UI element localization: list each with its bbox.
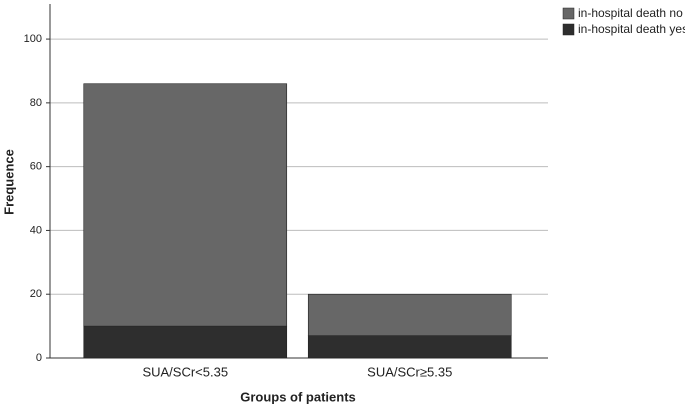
legend-swatch — [562, 23, 575, 36]
y-tick-label: 20 — [30, 288, 42, 300]
legend-label: in-hospital death yes — [578, 22, 685, 36]
legend-swatch — [562, 7, 575, 20]
y-tick-label: 60 — [30, 161, 42, 173]
x-tick-label: SUA/SCr<5.35 — [142, 364, 228, 379]
y-tick-label: 40 — [30, 224, 42, 236]
bar-segment — [307, 293, 512, 336]
legend-label: in-hospital death no — [578, 6, 683, 20]
x-axis-title: Groups of patients — [240, 389, 356, 404]
y-tick-label: 80 — [30, 97, 42, 109]
y-tick-label: 100 — [24, 33, 42, 45]
bar-segment — [83, 325, 288, 359]
bar-segment — [83, 83, 288, 327]
bar-segment — [307, 335, 512, 359]
x-tick-label: SUA/SCr≥5.35 — [367, 364, 452, 379]
y-tick-label: 0 — [36, 352, 42, 364]
y-axis-title: Frequence — [1, 149, 16, 215]
